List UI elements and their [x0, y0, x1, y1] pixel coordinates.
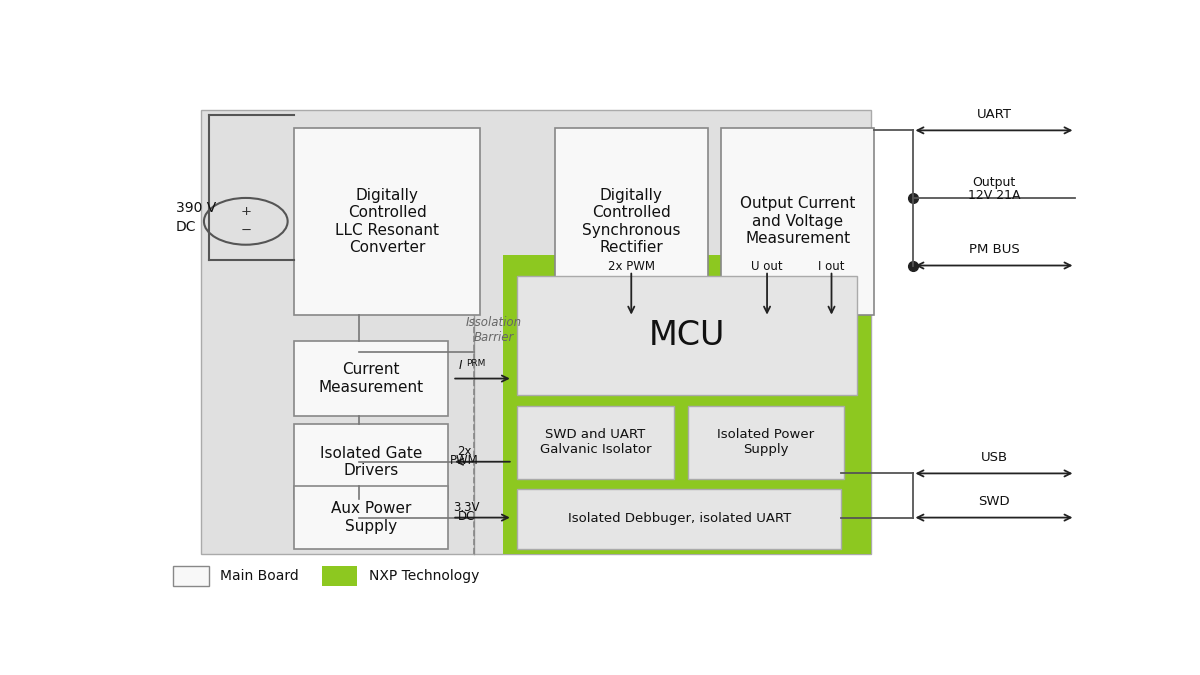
Bar — [294, 487, 448, 549]
Text: Issolation
Barrier: Issolation Barrier — [466, 317, 522, 344]
Text: Isolated Power
Supply: Isolated Power Supply — [718, 428, 815, 456]
Text: Isolated Gate
Drivers: Isolated Gate Drivers — [319, 446, 422, 478]
Text: Main Board: Main Board — [220, 569, 299, 583]
Text: UART: UART — [977, 108, 1012, 122]
Bar — [688, 406, 844, 479]
Bar — [721, 128, 875, 315]
Text: Current
Measurement: Current Measurement — [318, 362, 424, 395]
Text: PM BUS: PM BUS — [968, 244, 1019, 256]
Text: NXP Technology: NXP Technology — [368, 569, 479, 583]
Bar — [173, 566, 209, 586]
Text: DC: DC — [176, 219, 197, 234]
Bar — [202, 109, 871, 554]
Text: SWD: SWD — [978, 495, 1009, 508]
Text: 3.3V: 3.3V — [452, 501, 480, 514]
Text: Digitally
Controlled
Synchronous
Rectifier: Digitally Controlled Synchronous Rectifi… — [582, 188, 680, 255]
Bar — [554, 128, 708, 315]
Bar — [294, 341, 448, 416]
Text: Digitally
Controlled
LLC Resonant
Converter: Digitally Controlled LLC Resonant Conver… — [335, 188, 439, 255]
Text: 2x PWM: 2x PWM — [607, 261, 655, 273]
Text: Isolated Debbuger, isolated UART: Isolated Debbuger, isolated UART — [568, 512, 791, 525]
Bar — [517, 276, 857, 396]
Text: SWD and UART
Galvanic Isolator: SWD and UART Galvanic Isolator — [540, 428, 652, 456]
Text: I: I — [458, 359, 462, 372]
Text: 12V 21A: 12V 21A — [967, 189, 1020, 202]
Text: Output: Output — [972, 176, 1015, 189]
Text: PRM: PRM — [467, 359, 486, 368]
Text: 390 V: 390 V — [176, 201, 216, 215]
Bar — [294, 128, 480, 315]
Bar — [504, 255, 871, 554]
Text: U out: U out — [751, 261, 782, 273]
Bar — [517, 406, 673, 479]
Bar — [294, 424, 448, 500]
Bar — [517, 489, 841, 549]
Text: MCU: MCU — [649, 319, 725, 352]
Text: 2x: 2x — [457, 445, 472, 458]
Text: PWM: PWM — [450, 454, 479, 466]
Text: −: − — [240, 224, 251, 237]
Text: +: + — [240, 205, 251, 219]
Text: I out: I out — [818, 261, 845, 273]
Text: USB: USB — [980, 452, 1008, 464]
Text: Output Current
and Voltage
Measurement: Output Current and Voltage Measurement — [740, 196, 856, 246]
Text: DC: DC — [457, 510, 475, 522]
Text: Aux Power
Supply: Aux Power Supply — [331, 502, 412, 534]
Bar — [322, 566, 358, 586]
